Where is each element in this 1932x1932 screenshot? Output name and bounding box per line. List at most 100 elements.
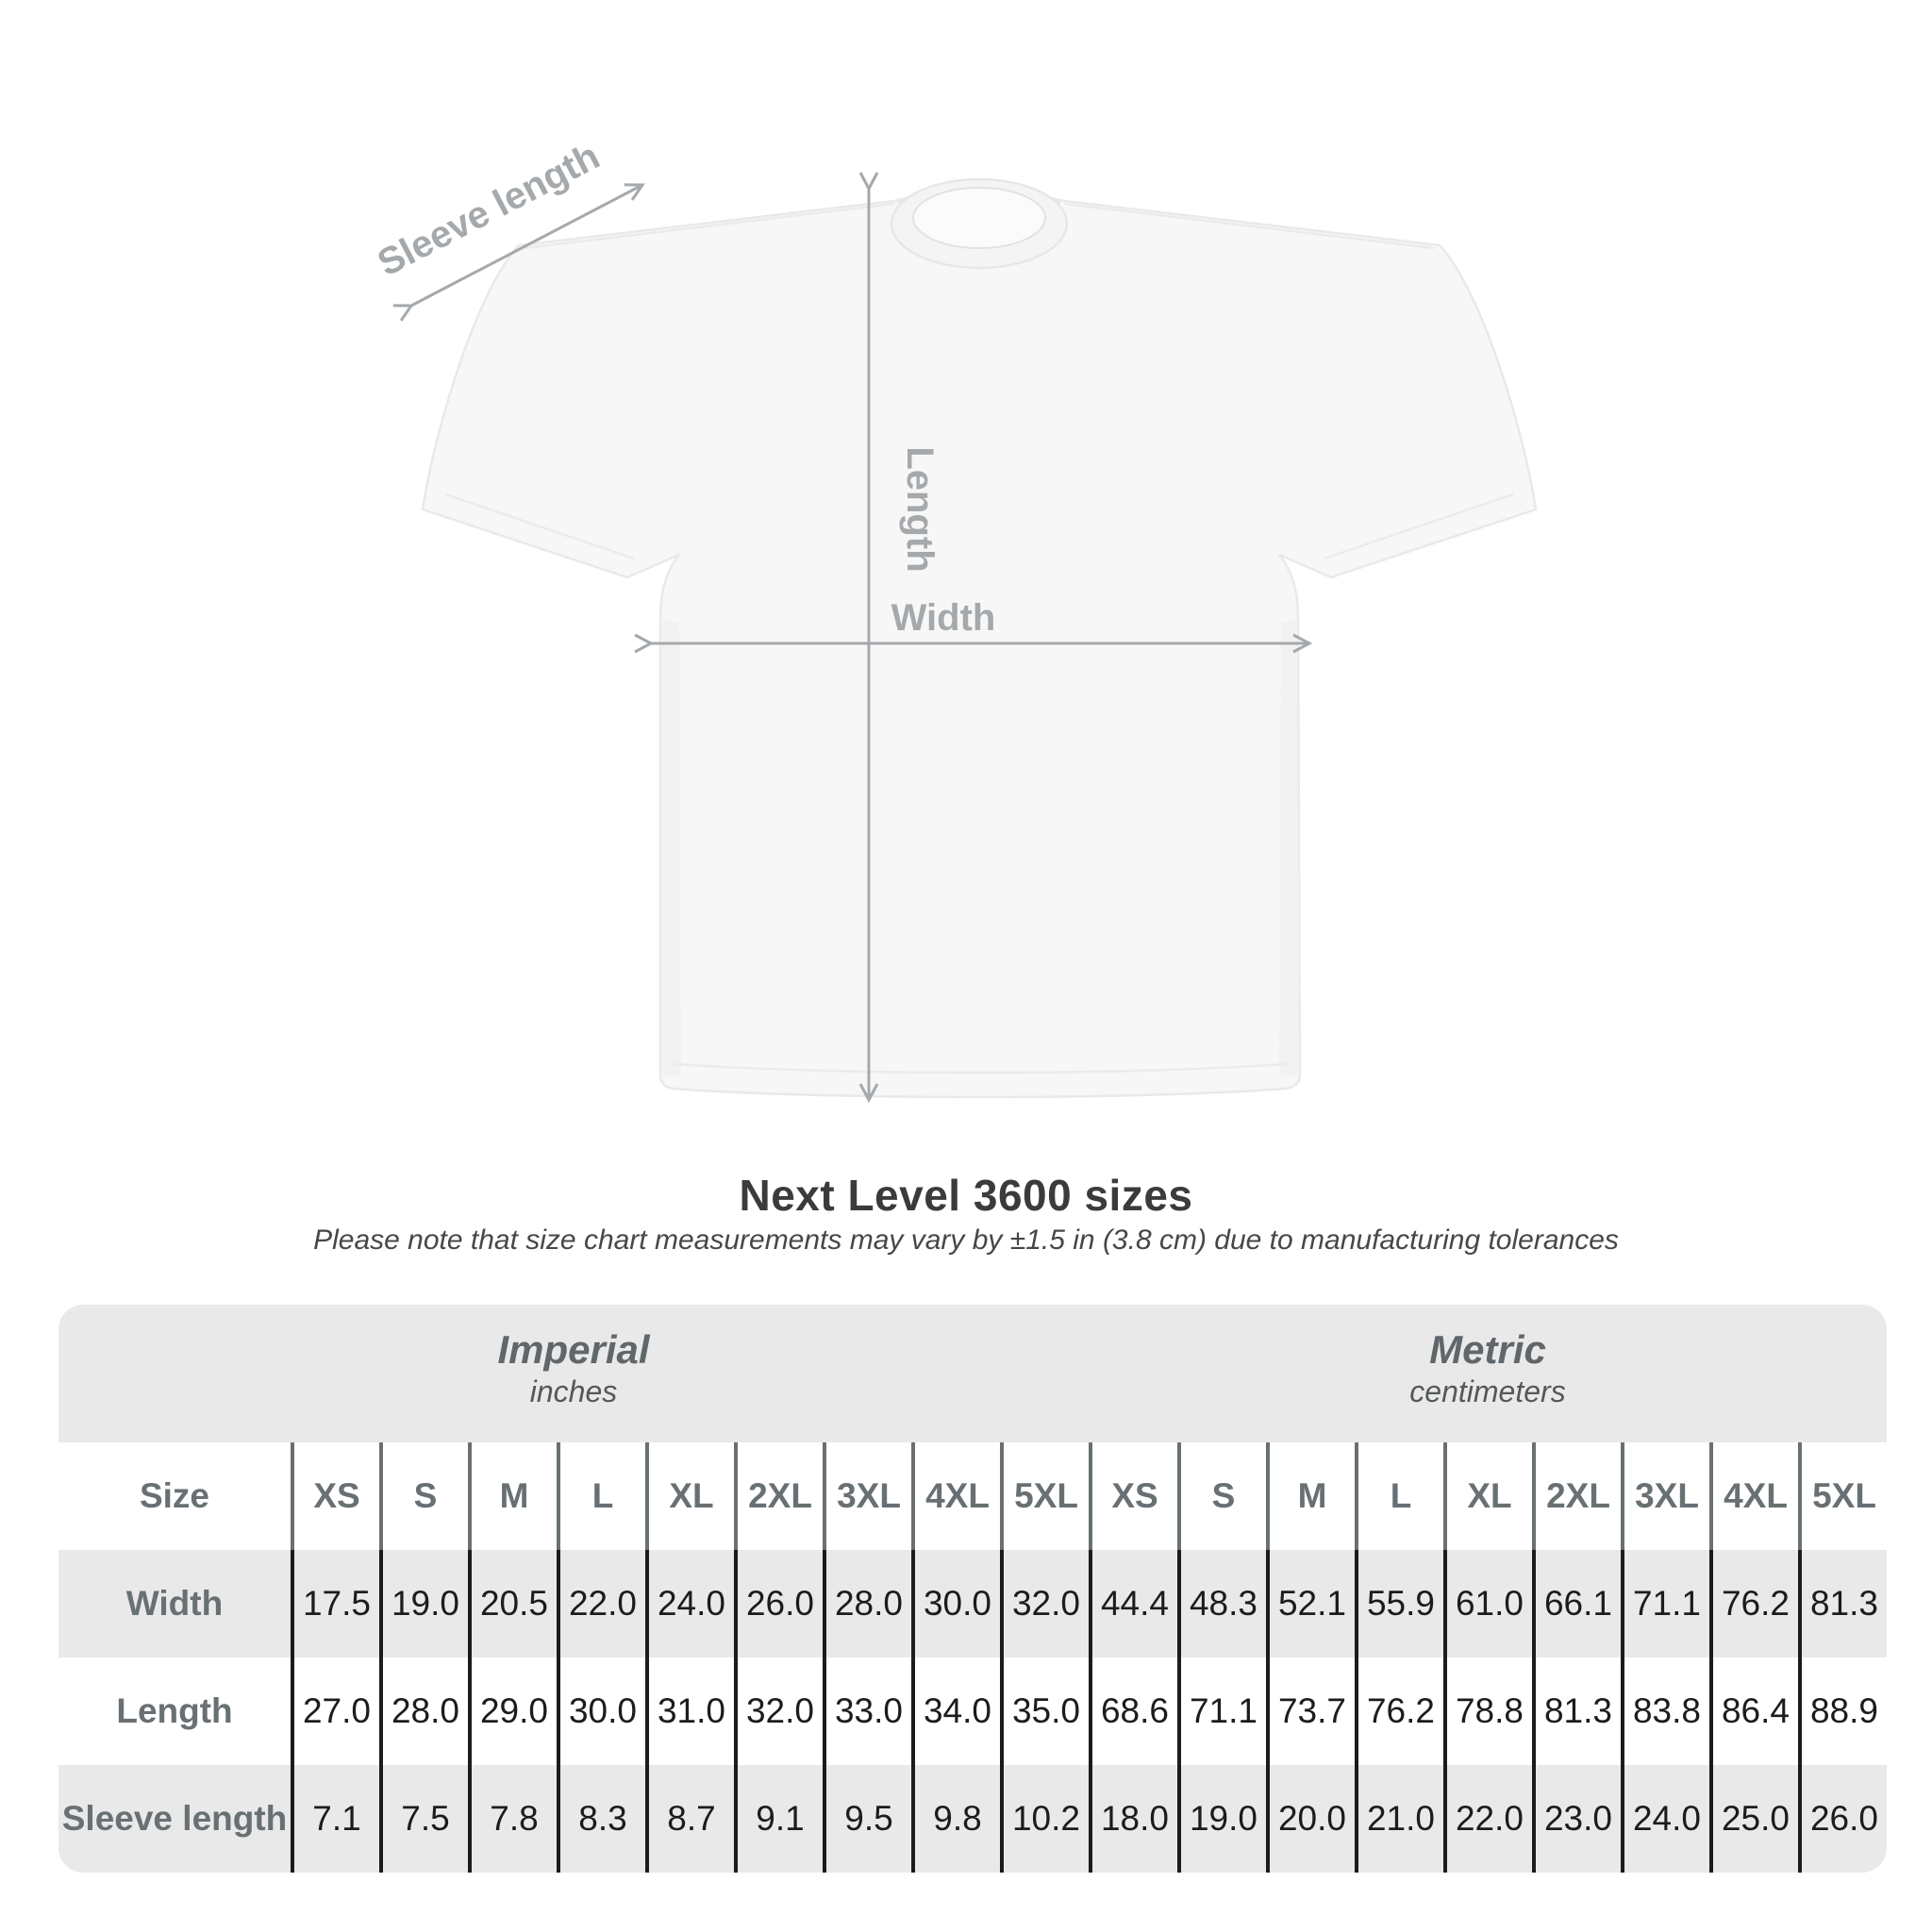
length-value-cell: 88.9 <box>1798 1657 1887 1765</box>
width-value-cell: 30.0 <box>911 1550 1000 1657</box>
sleeve-length-value-cell: 25.0 <box>1709 1765 1798 1873</box>
sleeve-length-value-cell: 20.0 <box>1266 1765 1355 1873</box>
right-shoulder-seam <box>1063 202 1435 250</box>
width-value-cell: 55.9 <box>1355 1550 1443 1657</box>
sleeve-length-value-cell: 9.5 <box>823 1765 911 1873</box>
width-value-cell: 24.0 <box>645 1550 734 1657</box>
measurement-annotations <box>392 172 1313 1104</box>
width-value-cell: 26.0 <box>734 1550 823 1657</box>
length-value-cell: 83.8 <box>1621 1657 1709 1765</box>
sleeve-length-value-cell: 9.8 <box>911 1765 1000 1873</box>
sleeve-length-value-cell: 26.0 <box>1798 1765 1887 1873</box>
sleeve-length-value-cell: 19.0 <box>1177 1765 1266 1873</box>
size-column-header: L <box>1355 1442 1443 1550</box>
width-value-cell: 28.0 <box>823 1550 911 1657</box>
width-value-cell: 81.3 <box>1798 1550 1887 1657</box>
width-value-cell: 48.3 <box>1177 1550 1266 1657</box>
sleeve-length-value-cell: 21.0 <box>1355 1765 1443 1873</box>
sleeve-length-value-cell: 22.0 <box>1443 1765 1532 1873</box>
size-column-header: 5XL <box>1000 1442 1089 1550</box>
size-header-row: Size XS S M L XL 2XL 3XL 4XL 5XL XS S M L XL 2XL 3XL 4XL… <box>58 1442 1887 1550</box>
width-value-cell: 52.1 <box>1266 1550 1355 1657</box>
sleeve-length-value-cell: 7.8 <box>468 1765 557 1873</box>
sleeve-length-value-cell: 7.1 <box>291 1765 379 1873</box>
unit-group-imperial: Imperial inches <box>58 1305 1089 1442</box>
sleeve-length-value-cell: 8.7 <box>645 1765 734 1873</box>
size-table: Imperial inches Metric centimeters Size … <box>58 1305 1887 1873</box>
sleeve-length-arrow <box>392 183 645 322</box>
size-column-header: M <box>468 1442 557 1550</box>
width-value-cell: 61.0 <box>1443 1550 1532 1657</box>
size-column-header: 2XL <box>1532 1442 1621 1550</box>
width-value-cell: 32.0 <box>1000 1550 1089 1657</box>
length-value-cell: 71.1 <box>1177 1657 1266 1765</box>
sleeve-length-value-cell: 9.1 <box>734 1765 823 1873</box>
length-value-cell: 33.0 <box>823 1657 911 1765</box>
length-value-cell: 86.4 <box>1709 1657 1798 1765</box>
imperial-unit: inches <box>529 1374 618 1409</box>
page-title: Next Level 3600 sizes <box>739 1171 1193 1220</box>
width-value-cell: 44.4 <box>1089 1550 1177 1657</box>
length-value-cell: 31.0 <box>645 1657 734 1765</box>
sleeve-length-value-cell: 24.0 <box>1621 1765 1709 1873</box>
length-value-cell: 81.3 <box>1532 1657 1621 1765</box>
length-value-cell: 78.8 <box>1443 1657 1532 1765</box>
sleeve-length-value-cell: 7.5 <box>379 1765 468 1873</box>
metric-unit: centimeters <box>1409 1374 1566 1409</box>
size-column-header: 3XL <box>823 1442 911 1550</box>
sleeve-length-value-cell: 18.0 <box>1089 1765 1177 1873</box>
measurements-table: Size XS S M L XL 2XL 3XL 4XL 5XL XS S M L XL 2XL 3XL 4XL… <box>58 1442 1887 1873</box>
width-value-cell: 66.1 <box>1532 1550 1621 1657</box>
right-cuff-stitch <box>1324 492 1514 560</box>
length-value-cell: 30.0 <box>557 1657 645 1765</box>
right-side-shading <box>1279 618 1300 1077</box>
length-row: Length 27.0 28.0 29.0 30.0 31.0 32.0 33.0 34.0 3… <box>58 1657 1887 1765</box>
width-row: Width 17.5 19.0 20.5 22.0 24.0 26.0 28.0 30.0 32… <box>58 1550 1887 1657</box>
tolerance-note: Please note that size chart measurements… <box>313 1224 1619 1256</box>
size-column-header: M <box>1266 1442 1355 1550</box>
size-column-header: XS <box>291 1442 379 1550</box>
length-value-cell: 32.0 <box>734 1657 823 1765</box>
size-column-header: 4XL <box>911 1442 1000 1550</box>
width-value-cell: 20.5 <box>468 1550 557 1657</box>
width-value-cell: 17.5 <box>291 1550 379 1657</box>
length-row-label: Length <box>58 1657 291 1765</box>
size-column-header: 5XL <box>1798 1442 1887 1550</box>
unit-group-metric: Metric centimeters <box>1089 1305 1887 1442</box>
length-value-cell: 34.0 <box>911 1657 1000 1765</box>
size-column-header: XL <box>645 1442 734 1550</box>
length-value-cell: 29.0 <box>468 1657 557 1765</box>
length-value-cell: 27.0 <box>291 1657 379 1765</box>
length-value-cell: 35.0 <box>1000 1657 1089 1765</box>
size-column-header: 2XL <box>734 1442 823 1550</box>
width-value-cell: 22.0 <box>557 1550 645 1657</box>
tshirt-body <box>421 192 1538 1099</box>
size-column-header: XL <box>1443 1442 1532 1550</box>
sleeve-length-value-cell: 10.2 <box>1000 1765 1089 1873</box>
length-value-cell: 28.0 <box>379 1657 468 1765</box>
left-cuff-stitch <box>444 492 635 560</box>
left-side-shading <box>660 618 681 1077</box>
sleeve-length-row: Sleeve length 7.1 7.5 7.8 8.3 8.7 9.1 9.5 9.8 10… <box>58 1765 1887 1873</box>
length-value-cell: 76.2 <box>1355 1657 1443 1765</box>
hem-stitch <box>673 1062 1288 1074</box>
size-column-header: 4XL <box>1709 1442 1798 1550</box>
length-value-cell: 73.7 <box>1266 1657 1355 1765</box>
length-value-cell: 68.6 <box>1089 1657 1177 1765</box>
size-column-header: S <box>379 1442 468 1550</box>
size-column-header: 3XL <box>1621 1442 1709 1550</box>
width-value-cell: 76.2 <box>1709 1550 1798 1657</box>
imperial-label: Imperial <box>497 1327 650 1372</box>
sleeve-length-value-cell: 23.0 <box>1532 1765 1621 1873</box>
sleeve-length-row-label: Sleeve length <box>58 1765 291 1873</box>
size-corner-header: Size <box>58 1442 291 1550</box>
width-row-label: Width <box>58 1550 291 1657</box>
width-annotation: Width <box>891 597 996 639</box>
length-annotation: Length <box>899 446 941 572</box>
unit-header-band: Imperial inches Metric centimeters <box>58 1305 1887 1442</box>
width-value-cell: 19.0 <box>379 1550 468 1657</box>
size-column-header: L <box>557 1442 645 1550</box>
sleeve-length-value-cell: 8.3 <box>557 1765 645 1873</box>
